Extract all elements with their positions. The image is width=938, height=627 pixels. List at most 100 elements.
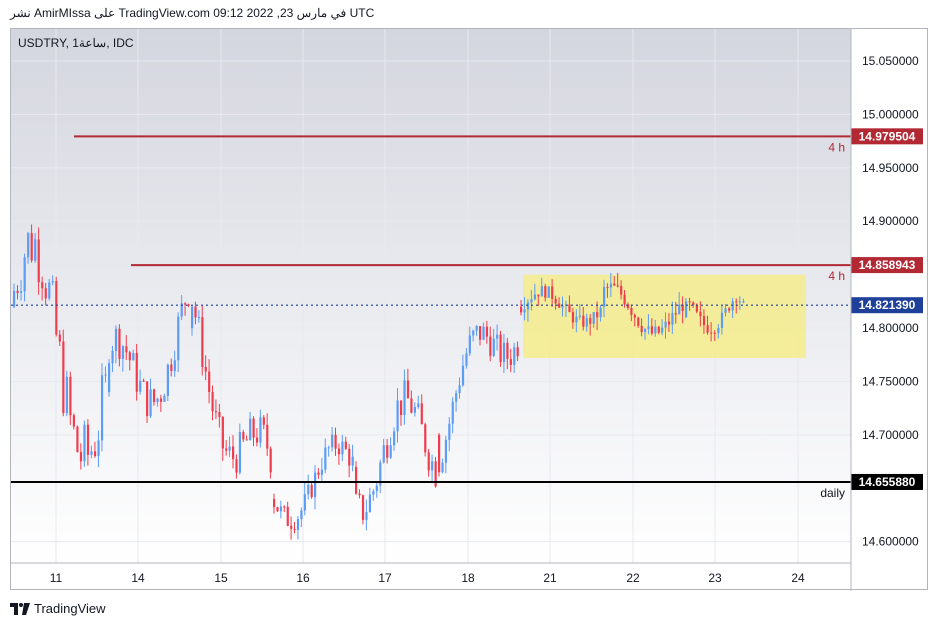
y-tick-label: 14.900000 — [862, 214, 919, 228]
candle-body — [523, 309, 526, 313]
candle-body — [728, 308, 731, 311]
candle-body — [37, 239, 40, 283]
candle-body — [644, 329, 647, 333]
candle-body — [667, 321, 671, 325]
candle-body — [506, 342, 509, 359]
candle-body — [310, 484, 313, 498]
candle-body — [16, 290, 19, 293]
candle-body — [97, 440, 100, 457]
candle-body — [341, 441, 344, 455]
x-tick-label: 14 — [131, 571, 145, 585]
candle-body — [259, 417, 262, 443]
x-tick-label: 18 — [461, 571, 475, 585]
candle-body — [616, 285, 619, 287]
candle-body — [661, 327, 664, 333]
candle-body — [492, 338, 495, 356]
candle-body — [582, 315, 585, 327]
candle-body — [79, 451, 83, 462]
candle-body — [702, 316, 706, 326]
y-axis: 15.050000 15.000000 14.950000 14.900000 14.8… — [850, 29, 919, 591]
candle-body — [238, 432, 242, 473]
candle-body — [211, 391, 214, 412]
resistance-4h-upper-note: 4 h — [828, 140, 845, 154]
x-tick-label: 21 — [543, 571, 557, 585]
candle-body — [214, 411, 218, 413]
candle-body — [509, 358, 512, 365]
y-tick-label: 15.050000 — [862, 54, 919, 68]
candle-body — [410, 398, 413, 413]
symbol-label: USDTRY, 1ساعة, IDC — [18, 36, 134, 50]
candle-body — [90, 451, 93, 455]
candle-body — [713, 332, 716, 334]
resistance-4h-lower-note: 4 h — [828, 269, 845, 283]
candle-body — [444, 439, 448, 463]
y-tick-label: 14.800000 — [862, 321, 919, 335]
candle-body — [575, 316, 578, 323]
candle-body — [499, 334, 502, 362]
x-tick-label: 24 — [791, 571, 805, 585]
candle-body — [393, 431, 396, 446]
support-daily-price-label: 14.655880 — [859, 475, 916, 489]
candle-body — [738, 301, 742, 303]
candle-body — [228, 446, 231, 451]
chart-frame[interactable]: 14.979504 4 h 14.858943 4 h 14.821390 14.6558… — [10, 28, 929, 591]
current-price-price-label: 14.821390 — [859, 298, 916, 312]
candle-body — [451, 401, 454, 424]
candle-body — [114, 328, 118, 351]
resistance-4h-upper-price-label: 14.979504 — [859, 129, 916, 143]
candle-body — [537, 294, 540, 297]
consolidation-zone — [523, 274, 806, 358]
candle-body — [279, 506, 283, 512]
x-tick-label: 23 — [708, 571, 722, 585]
candle-body — [461, 365, 465, 386]
candle-body — [592, 312, 595, 324]
candle-body — [13, 290, 16, 307]
candle-body — [303, 494, 306, 511]
candle-body — [502, 342, 506, 362]
candle-body — [104, 374, 107, 376]
support-daily-price-tag — [851, 473, 923, 490]
consolidation-zone-rect — [523, 274, 806, 358]
candle-body — [128, 352, 131, 361]
candle-body — [221, 417, 224, 449]
candle-body — [245, 439, 248, 441]
candle-body — [633, 314, 636, 318]
candle-body — [372, 491, 375, 495]
candle-body — [118, 328, 121, 359]
candle-body — [496, 334, 499, 339]
candle-body — [606, 286, 609, 288]
candle-body — [626, 304, 630, 309]
candle-body — [431, 461, 434, 471]
candle-body — [266, 424, 269, 449]
candle-body — [197, 317, 201, 319]
candle-body — [475, 326, 478, 331]
candle-body — [678, 304, 681, 315]
candle-body — [735, 301, 738, 303]
candle-body — [44, 288, 47, 299]
candle-body — [290, 525, 293, 529]
candle-body — [681, 304, 684, 311]
candle-body — [596, 312, 599, 318]
candle-body — [23, 257, 26, 292]
x-tick-label: 17 — [378, 571, 392, 585]
candle-body — [613, 283, 616, 286]
candle-body — [156, 398, 159, 403]
price-chart[interactable]: 14.979504 4 h 14.858943 4 h 14.821390 14.6558… — [11, 29, 929, 591]
candle-body — [27, 233, 30, 258]
support-daily-note: daily — [820, 486, 845, 500]
candle-body — [232, 446, 235, 460]
candle-body — [283, 506, 286, 508]
candle-body — [585, 318, 588, 327]
resistance-4h-lower-price-tag — [851, 257, 923, 274]
candle-body — [706, 325, 709, 333]
candle-body — [300, 510, 303, 520]
candle-body — [368, 494, 372, 513]
candle-body — [111, 350, 114, 364]
candle-body — [640, 325, 643, 333]
candle-body — [146, 381, 149, 417]
candle-body — [218, 412, 221, 418]
candle-body — [296, 519, 300, 530]
candle-body — [637, 317, 640, 326]
candle-body — [100, 375, 104, 441]
candle-body — [699, 311, 702, 317]
